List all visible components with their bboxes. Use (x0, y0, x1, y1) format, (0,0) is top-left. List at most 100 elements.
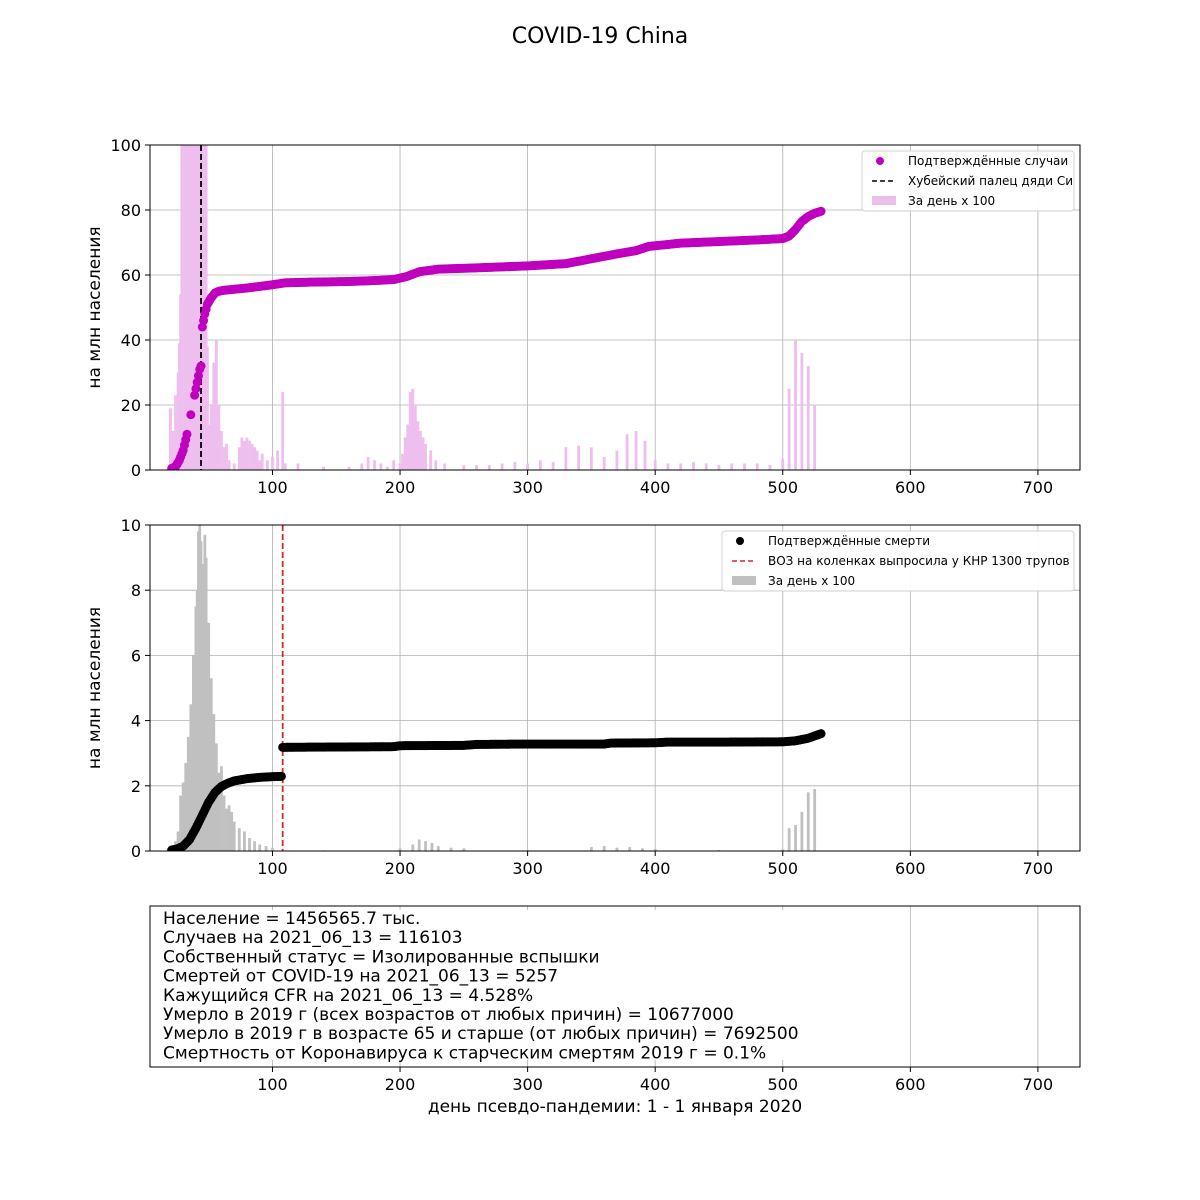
daily-bar (401, 453, 404, 470)
x-tick-label: 100 (257, 1075, 288, 1094)
x-tick-label: 400 (640, 478, 671, 497)
daily-bar (217, 772, 221, 851)
daily-bar (265, 460, 269, 470)
daily-bar (264, 846, 268, 851)
daily-bar (243, 831, 246, 851)
daily-bar (781, 849, 785, 851)
data-point (276, 771, 286, 781)
daily-bar (653, 849, 657, 851)
daily-bar (179, 795, 183, 851)
daily-bar (800, 811, 804, 851)
daily-bar (227, 460, 231, 470)
daily-bar (347, 466, 351, 470)
daily-bar (245, 437, 249, 470)
daily-bar (434, 460, 438, 470)
daily-bar (276, 450, 279, 470)
daily-bar (679, 463, 683, 470)
daily-bar (217, 405, 221, 470)
info-frame (149, 905, 1081, 1068)
cases-panel: 0 20 40 60 80 100 100 200 300 400 500 600 700 на млн … (85, 136, 1081, 497)
daily-bar (207, 424, 211, 470)
x-tick-label: 400 (640, 1075, 671, 1094)
daily-bar (794, 824, 797, 851)
x-tick-label: 500 (767, 859, 798, 878)
y-tick-label: 100 (110, 136, 141, 155)
daily-bar (653, 460, 657, 470)
daily-bar (717, 465, 721, 470)
daily-bar (625, 434, 629, 470)
x-tick-label: 100 (257, 478, 288, 497)
info-line: Умерло в 2019 г в возрасте 65 и старше (… (163, 1024, 799, 1044)
daily-bar (526, 463, 530, 470)
daily-bar (692, 461, 695, 470)
daily-bar (250, 444, 254, 470)
daily-bar (794, 340, 797, 470)
daily-bar (392, 460, 396, 470)
x-tick-label: 200 (385, 1075, 416, 1094)
daily-bar (225, 444, 228, 470)
y-tick-label: 4 (131, 712, 141, 731)
daily-bar (430, 842, 434, 851)
daily-bar (589, 447, 593, 470)
daily-bars (170, 525, 817, 851)
daily-bar (403, 437, 407, 470)
x-tick-label: 500 (767, 1075, 798, 1094)
daily-bar (260, 453, 264, 470)
info-line: Смертность от Коронавируса к старческим … (163, 1043, 766, 1063)
daily-bar (602, 846, 606, 851)
daily-bar (408, 392, 412, 470)
chart-title: COVID-19 China (512, 24, 689, 49)
x-axis-label: день псевдо-пандемии: 1 - 1 января 2020 (428, 1097, 802, 1117)
daily-bar (462, 848, 466, 851)
y-tick-label: 8 (131, 581, 141, 600)
daily-bar (171, 431, 175, 470)
legend-box (721, 530, 1075, 592)
y-tick-label: 0 (131, 461, 141, 480)
daily-bar (666, 463, 670, 470)
x-tick-label: 300 (512, 859, 543, 878)
daily-bar (730, 463, 734, 470)
legend-bar-swatch (732, 576, 756, 585)
info-line: Умерло в 2019 г (всех возрастов от любых… (163, 1005, 734, 1025)
daily-bar (248, 440, 251, 470)
legend-point-swatch (736, 537, 744, 545)
x-tick-label: 300 (512, 478, 543, 497)
legend-label: Подтверждённые случаи (908, 154, 1068, 168)
daily-bar (258, 460, 262, 470)
data-point (196, 361, 206, 371)
daily-bar (189, 704, 193, 851)
daily-bar (243, 440, 246, 470)
data-point (816, 729, 826, 739)
daily-bar (787, 388, 791, 470)
daily-bar (230, 811, 234, 851)
daily-bar (615, 847, 619, 851)
daily-bar (538, 460, 542, 470)
daily-bar (373, 460, 376, 470)
daily-bar (443, 463, 447, 470)
y-axis-label: на млн населения (85, 607, 105, 769)
info-line: Смертей от COVID-19 на 2021_06_13 = 5257 (163, 967, 558, 987)
info-line: Собственный статус = Изолированные вспыш… (163, 947, 600, 967)
daily-bar (214, 340, 218, 470)
legend-point-swatch (876, 157, 884, 165)
daily-bar (198, 145, 202, 470)
daily-bar (183, 145, 186, 470)
daily-bar (271, 847, 274, 851)
daily-bar (628, 847, 632, 851)
daily-bar (169, 408, 172, 470)
daily-bar (237, 828, 241, 851)
daily-bar (209, 678, 213, 851)
daily-bar (462, 465, 466, 470)
daily-bar (406, 424, 410, 470)
daily-bars (169, 145, 817, 470)
daily-bar (743, 463, 746, 470)
daily-bar (398, 848, 402, 851)
daily-bar (411, 844, 415, 851)
daily-bar (475, 465, 478, 470)
y-tick-label: 40 (121, 331, 141, 350)
daily-bar (225, 808, 228, 851)
daily-bar (419, 431, 422, 470)
legend: Подтверждённые смерти ВОЗ на коленках вып… (721, 530, 1075, 592)
y-tick-label: 0 (131, 842, 141, 861)
